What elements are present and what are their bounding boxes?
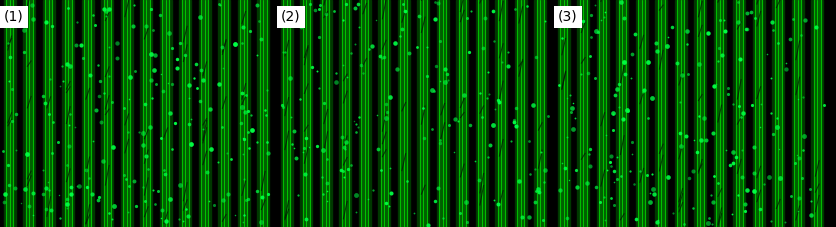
Bar <box>143 0 150 227</box>
Bar <box>199 0 211 227</box>
Bar <box>655 0 667 227</box>
Bar <box>811 0 823 227</box>
Text: (1): (1) <box>4 10 23 24</box>
Bar <box>300 0 313 227</box>
Bar <box>257 0 269 227</box>
Bar <box>420 0 427 227</box>
Bar <box>736 0 743 227</box>
Bar <box>558 0 570 227</box>
Bar <box>599 0 606 227</box>
Bar <box>534 0 547 227</box>
Bar <box>26 0 33 227</box>
Bar <box>322 0 329 227</box>
Bar <box>259 0 267 227</box>
Bar <box>497 0 505 227</box>
Bar <box>714 0 726 227</box>
Bar <box>23 0 35 227</box>
Bar <box>240 0 247 227</box>
Bar <box>162 0 170 227</box>
Bar <box>82 0 94 227</box>
Bar <box>160 0 172 227</box>
Bar <box>560 0 568 227</box>
Bar <box>696 0 704 227</box>
Bar <box>579 0 587 227</box>
Bar <box>398 0 410 227</box>
Bar <box>459 0 466 227</box>
Bar <box>319 0 332 227</box>
Bar <box>733 0 746 227</box>
Bar <box>716 0 723 227</box>
Bar <box>140 0 152 227</box>
Bar <box>616 0 629 227</box>
Bar <box>792 0 804 227</box>
Bar <box>6 0 13 227</box>
Bar <box>658 0 665 227</box>
Bar <box>675 0 687 227</box>
Bar <box>380 0 388 227</box>
Bar <box>577 0 589 227</box>
Bar <box>694 0 706 227</box>
Bar <box>456 0 468 227</box>
Bar <box>123 0 130 227</box>
Bar <box>283 0 290 227</box>
Bar <box>64 0 72 227</box>
Bar <box>597 0 609 227</box>
Bar <box>359 0 371 227</box>
Bar <box>775 0 782 227</box>
Bar <box>417 0 430 227</box>
Bar <box>339 0 351 227</box>
Bar <box>515 0 527 227</box>
Bar <box>635 0 648 227</box>
Bar <box>378 0 390 227</box>
Bar <box>179 0 191 227</box>
Bar <box>794 0 802 227</box>
Bar <box>3 0 16 227</box>
Bar <box>400 0 407 227</box>
Bar <box>495 0 507 227</box>
Bar <box>101 0 114 227</box>
Text: (3): (3) <box>558 10 578 24</box>
Bar <box>43 0 55 227</box>
Bar <box>752 0 765 227</box>
Bar <box>84 0 91 227</box>
Bar <box>221 0 228 227</box>
Bar <box>120 0 133 227</box>
Bar <box>342 0 349 227</box>
Bar <box>813 0 821 227</box>
Bar <box>478 0 486 227</box>
Bar <box>62 0 74 227</box>
Bar <box>772 0 784 227</box>
Text: (2): (2) <box>281 10 301 24</box>
Bar <box>537 0 544 227</box>
Bar <box>303 0 310 227</box>
Bar <box>619 0 626 227</box>
Bar <box>201 0 208 227</box>
Bar <box>361 0 369 227</box>
Bar <box>517 0 524 227</box>
Bar <box>237 0 250 227</box>
Bar <box>476 0 488 227</box>
Bar <box>638 0 645 227</box>
Bar <box>755 0 762 227</box>
Bar <box>436 0 449 227</box>
Bar <box>281 0 293 227</box>
Bar <box>45 0 53 227</box>
Bar <box>104 0 111 227</box>
Bar <box>439 0 446 227</box>
Bar <box>181 0 189 227</box>
Bar <box>677 0 685 227</box>
Bar <box>218 0 231 227</box>
